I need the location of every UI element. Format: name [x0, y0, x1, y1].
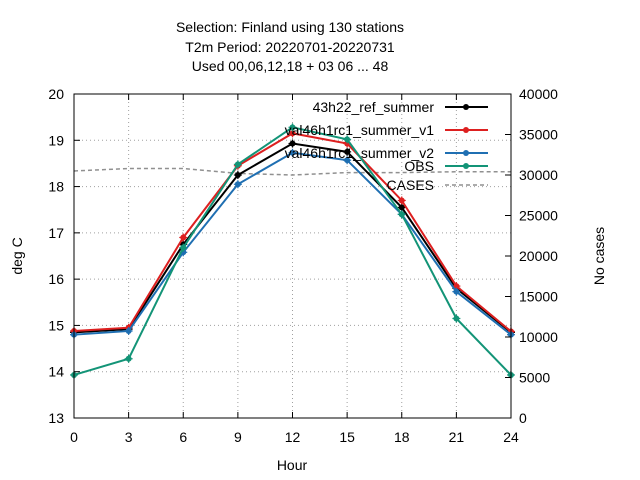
legend: 43h22_ref_summer val46h1rc1_summer_v1 val4…	[285, 99, 488, 193]
x-tick-label: 15	[339, 429, 355, 445]
y2-tick-label: 10000	[519, 329, 558, 345]
legend-label: CASES	[387, 177, 434, 193]
title-line-1: Selection: Finland using 130 stations	[176, 19, 404, 35]
title-line-3: Used 00,06,12,18 + 03 06 ... 48	[192, 58, 389, 74]
x-tick-label: 12	[285, 429, 301, 445]
series-layer	[70, 123, 515, 379]
y2-tick-label: 25000	[519, 208, 558, 224]
legend-label: 43h22_ref_summer	[313, 99, 435, 115]
x-tick-label: 18	[394, 429, 410, 445]
y-tick-label: 16	[48, 271, 64, 287]
x-tick-label: 6	[179, 429, 187, 445]
y-tick-label: 18	[48, 179, 64, 195]
y2-tick-label: 20000	[519, 248, 558, 264]
series-cases-line	[73, 167, 511, 176]
y2-axis-label: No cases	[591, 227, 607, 285]
y-axis-label: deg C	[9, 237, 25, 274]
series-val46h1rc1-summer-v1-line	[73, 132, 512, 333]
chart-title: Selection: Finland using 130 stations T2…	[176, 19, 404, 74]
y-tick-label: 20	[48, 86, 64, 102]
y2-tick-label: 30000	[519, 167, 558, 183]
legend-marker	[463, 163, 469, 169]
y2-tick-label: 5000	[519, 370, 550, 386]
y2-tick-label: 40000	[519, 86, 558, 102]
title-line-2: T2m Period: 20220701-20220731	[185, 39, 395, 55]
legend-label: OBS	[404, 158, 434, 174]
legend-label: val46h1rc1_summer_v2	[285, 145, 435, 161]
x-tick-label: 9	[234, 429, 242, 445]
legend-marker	[463, 127, 469, 133]
y-tick-label: 14	[48, 364, 64, 380]
y2-tick-label: 15000	[519, 289, 558, 305]
series-val46h1rc1-summer-v2-line	[73, 151, 512, 336]
grid	[74, 94, 511, 418]
legend-label: val46h1rc1_summer_v1	[285, 122, 435, 138]
x-tick-label: 21	[449, 429, 465, 445]
x-tick-label: 0	[70, 429, 78, 445]
ticks: 0 3 6 9 12 15 18 21 24 13 14 15 16 17 18 19 20 0 5000 10000…	[48, 86, 558, 445]
y-tick-label: 13	[48, 410, 64, 426]
y-tick-label: 19	[48, 132, 64, 148]
x-tick-label: 3	[125, 429, 133, 445]
legend-marker	[463, 104, 469, 110]
y2-tick-label: 0	[519, 410, 527, 426]
y-tick-label: 17	[48, 225, 64, 241]
series-obs-line	[73, 126, 512, 376]
y-tick-label: 15	[48, 317, 64, 333]
legend-marker	[463, 150, 469, 156]
x-axis-label: Hour	[277, 457, 308, 473]
y2-tick-label: 35000	[519, 127, 558, 143]
x-tick-label: 24	[503, 429, 519, 445]
